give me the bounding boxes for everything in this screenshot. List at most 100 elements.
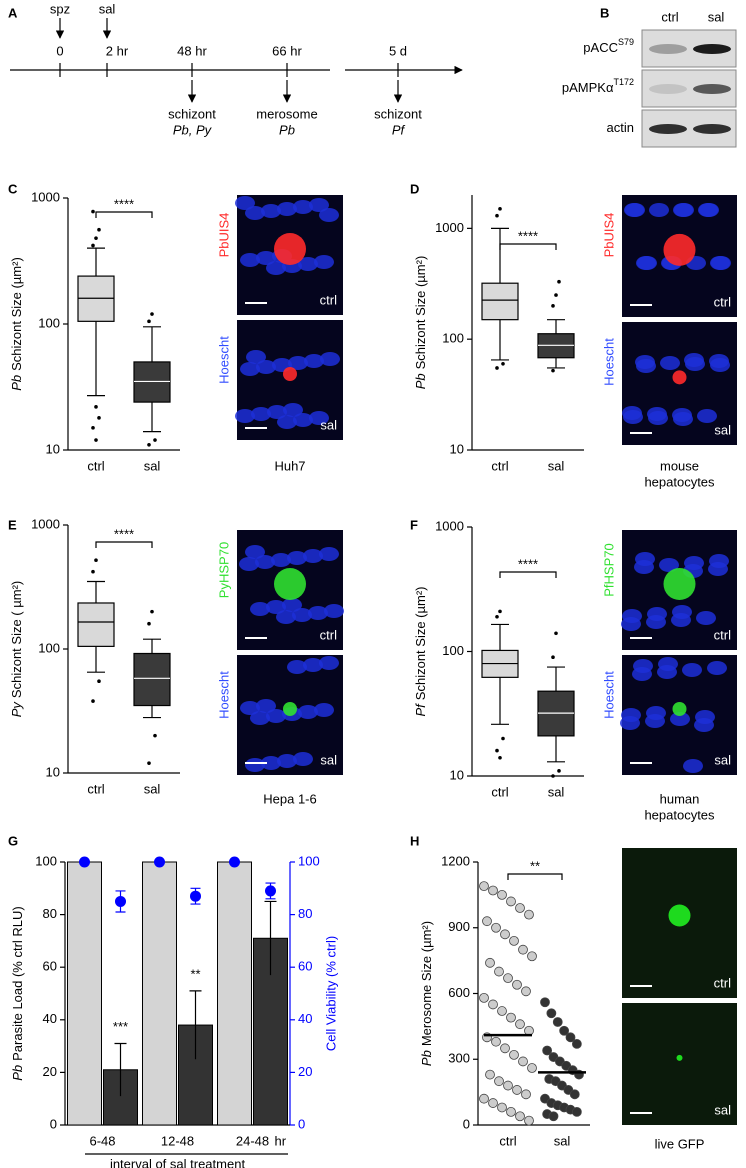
y-tick-label: 40 bbox=[298, 1011, 312, 1026]
x-tick-label: ctrl bbox=[491, 784, 508, 799]
data-point bbox=[559, 1025, 570, 1036]
panel-letter: B bbox=[600, 5, 609, 20]
data-point bbox=[521, 1089, 531, 1100]
nucleus bbox=[298, 705, 318, 719]
y-axis-label-text: Parasite Load (% ctrl RLU) bbox=[10, 906, 25, 1061]
outlier bbox=[501, 736, 505, 741]
nucleus bbox=[277, 754, 297, 768]
event-label: schizont bbox=[374, 106, 422, 121]
significance-label: ** bbox=[530, 858, 540, 873]
nucleus bbox=[314, 255, 334, 269]
data-point bbox=[506, 1012, 516, 1023]
y-axis-label-italic: Pb bbox=[10, 1065, 25, 1081]
outlier bbox=[495, 366, 499, 370]
x-tick-label: ctrl bbox=[87, 458, 104, 473]
y-tick-label: 10 bbox=[450, 767, 464, 782]
nucleus bbox=[308, 606, 328, 620]
x-unit-label: hr bbox=[275, 1133, 287, 1148]
outlier bbox=[91, 209, 95, 214]
data-point bbox=[542, 1045, 553, 1056]
outlier bbox=[498, 756, 502, 760]
stain-label: PyHSP70 bbox=[216, 542, 231, 598]
nucleus bbox=[684, 353, 704, 367]
blot-band bbox=[693, 84, 731, 94]
condition-label: sal bbox=[714, 752, 731, 767]
significance-bracket bbox=[95, 211, 153, 218]
data-point bbox=[527, 951, 537, 962]
significance-label: **** bbox=[518, 556, 538, 571]
nucleus bbox=[277, 415, 297, 429]
y-axis-label-italic: Py bbox=[9, 701, 24, 718]
event-label: sal bbox=[99, 1, 116, 16]
nucleus bbox=[635, 355, 655, 369]
nucleus bbox=[256, 251, 276, 265]
nucleus bbox=[282, 598, 302, 612]
y-tick-label: 0 bbox=[463, 1116, 470, 1131]
counterstain-label: Hoescht bbox=[601, 338, 616, 386]
outlier bbox=[147, 319, 151, 324]
outlier bbox=[551, 774, 555, 778]
nucleus bbox=[303, 658, 323, 672]
significance-bracket bbox=[507, 873, 563, 880]
y-axis-label-text: Schizont Size (µm²) bbox=[9, 257, 24, 371]
image-caption: live GFP bbox=[655, 1136, 705, 1151]
data-point bbox=[479, 992, 489, 1003]
nucleus bbox=[251, 407, 271, 421]
nucleus bbox=[266, 709, 286, 723]
blot-band bbox=[649, 84, 687, 94]
significance-label: **** bbox=[518, 228, 538, 243]
bar bbox=[217, 861, 252, 1126]
nucleus bbox=[710, 256, 730, 270]
parasite bbox=[672, 370, 687, 385]
y-axis-label: Pb Parasite Load (% ctrl RLU) bbox=[10, 906, 25, 1081]
nucleus bbox=[309, 198, 329, 212]
time-label: 48 hr bbox=[177, 43, 207, 58]
data-point bbox=[548, 1111, 559, 1122]
nucleus bbox=[240, 362, 260, 376]
blot-row-label: actin bbox=[607, 120, 634, 135]
parasite bbox=[283, 367, 297, 381]
nucleus bbox=[283, 403, 303, 417]
nucleus bbox=[657, 665, 677, 679]
nucleus bbox=[660, 356, 680, 370]
x-tick-label: sal bbox=[554, 1133, 571, 1148]
outlier bbox=[498, 609, 502, 614]
box bbox=[481, 282, 519, 321]
y-tick-label: 900 bbox=[448, 919, 470, 934]
data-point bbox=[494, 1076, 504, 1087]
y-axis-label-text: Merosome Size (µm²) bbox=[419, 921, 434, 1046]
outlier bbox=[147, 442, 151, 447]
nucleus bbox=[256, 699, 276, 713]
condition-label: ctrl bbox=[714, 975, 731, 990]
y-tick-label: 1000 bbox=[31, 189, 60, 204]
x-tick-label: sal bbox=[144, 781, 161, 796]
viability-point bbox=[190, 890, 201, 902]
data-point bbox=[491, 1036, 501, 1047]
outlier bbox=[91, 569, 95, 574]
data-point bbox=[521, 986, 531, 997]
nucleus bbox=[256, 360, 276, 374]
data-point bbox=[512, 979, 522, 990]
bar bbox=[67, 861, 102, 1126]
outlier bbox=[97, 679, 101, 683]
data-point bbox=[479, 1093, 489, 1104]
y-tick-label: 60 bbox=[298, 959, 312, 974]
viability-point bbox=[265, 885, 276, 897]
significance-label: **** bbox=[114, 526, 134, 541]
condition-label: sal bbox=[320, 752, 337, 767]
y-tick-label: 80 bbox=[43, 906, 57, 921]
stain-label: PbUIS4 bbox=[601, 213, 616, 258]
nucleus bbox=[319, 656, 339, 670]
y-tick-label: 1000 bbox=[435, 220, 464, 235]
nucleus bbox=[298, 257, 318, 271]
outlier bbox=[94, 558, 98, 563]
nucleus bbox=[682, 663, 702, 677]
data-point bbox=[515, 1019, 525, 1030]
outlier bbox=[557, 279, 561, 284]
y-axis-label: Pb Schizont Size (µm²) bbox=[413, 256, 428, 390]
outlier bbox=[147, 621, 151, 626]
y-tick-label: 100 bbox=[442, 643, 464, 658]
time-label: 0 bbox=[56, 43, 63, 58]
